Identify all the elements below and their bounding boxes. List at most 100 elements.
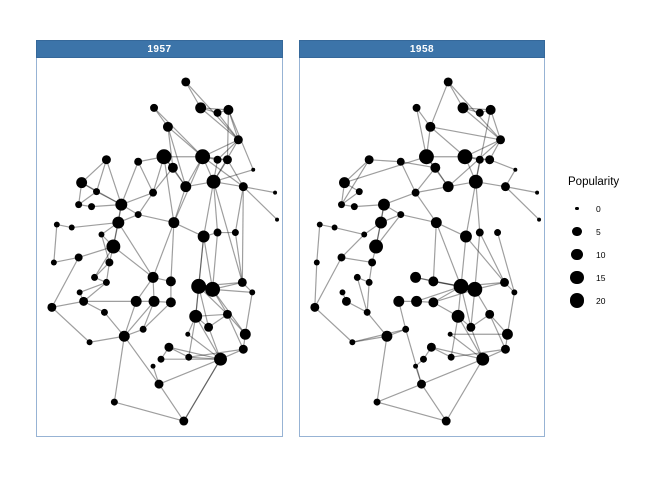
network-node [68, 224, 75, 231]
network-edge [167, 126, 174, 168]
network-node [100, 308, 108, 316]
network-node [447, 331, 453, 337]
network-edge [188, 316, 197, 358]
network-edge [241, 186, 244, 283]
network-node [375, 216, 387, 229]
network-node [238, 344, 248, 354]
legend-size-dot-icon [570, 270, 584, 285]
network-edge [451, 348, 506, 358]
network-node [180, 181, 192, 193]
network-node [475, 108, 484, 117]
network-edge [226, 109, 230, 160]
network-node [426, 342, 436, 352]
network-edge [78, 191, 97, 206]
network-edge [475, 109, 492, 182]
network-edge [431, 346, 483, 360]
network-edge [449, 333, 484, 360]
network-node [110, 398, 118, 406]
network-edge [462, 107, 501, 141]
network-edge [81, 182, 122, 206]
network-edge [217, 139, 239, 161]
network-edge [158, 383, 185, 422]
network-edge [142, 301, 172, 330]
network-edge [51, 306, 90, 343]
network-node [75, 201, 83, 209]
legend-key-dot [568, 223, 586, 241]
network-node [430, 217, 442, 229]
network-edge [356, 277, 368, 313]
network-node [239, 328, 251, 340]
network-node [475, 228, 484, 237]
network-node [53, 221, 60, 228]
network-edge [400, 161, 436, 169]
network-node [222, 309, 232, 319]
network-edge [81, 159, 107, 184]
network-edge [490, 109, 502, 140]
network-edge [352, 328, 406, 343]
network-edge [83, 281, 107, 302]
network-edge [226, 159, 244, 187]
network-node [91, 273, 99, 281]
network-edge [447, 81, 501, 141]
network-edge [123, 335, 160, 385]
network-node [310, 302, 320, 312]
panel-1957 [36, 58, 283, 437]
network-node [76, 177, 88, 189]
network-node [363, 308, 371, 316]
network-node [339, 177, 350, 189]
network-node [134, 157, 143, 166]
facet-1957: 1957 [36, 40, 283, 437]
facet-1958: 1958 [299, 40, 545, 437]
network-node [443, 77, 453, 87]
network-edge [188, 348, 244, 358]
network-edge [341, 191, 360, 206]
network-node [396, 157, 405, 166]
network-node [237, 277, 247, 287]
network-node [149, 188, 158, 197]
network-node [130, 295, 142, 307]
network-node [419, 149, 434, 165]
network-node [273, 190, 278, 195]
network-edge [497, 232, 515, 293]
network-node [156, 149, 172, 165]
network-edge [173, 186, 187, 223]
network-node [502, 328, 513, 340]
network-edge [465, 181, 477, 237]
network-edge [341, 256, 373, 264]
network-edge [185, 81, 239, 141]
network-node [148, 295, 160, 307]
network-node [373, 398, 381, 406]
network-node [76, 289, 83, 296]
network-node [457, 149, 473, 165]
network-node [213, 155, 222, 164]
facet-label-1957: 1957 [147, 44, 172, 55]
network-edge [53, 224, 58, 263]
legend-item: 15 [568, 266, 668, 289]
network-edge [447, 139, 501, 188]
network-node [102, 278, 110, 286]
network-node [425, 121, 436, 132]
network-node [231, 229, 239, 237]
network-edge [421, 383, 447, 422]
network-edge [489, 159, 516, 171]
legend-item: 10 [568, 243, 668, 266]
network-edge [430, 126, 466, 158]
network-node [368, 258, 377, 267]
network-edge [227, 109, 239, 140]
network-node [139, 325, 147, 333]
network-node [397, 211, 405, 219]
network-edge [242, 186, 278, 221]
network-node [50, 259, 57, 266]
network-edge [187, 333, 221, 360]
network-node [185, 331, 191, 337]
network-node [402, 325, 410, 333]
network-edge [415, 192, 437, 223]
legend-item-label: 0 [596, 203, 601, 214]
network-node [195, 149, 211, 165]
network-node [86, 339, 93, 346]
network-node [181, 77, 191, 87]
network-node [417, 379, 426, 389]
network-edge [429, 81, 449, 128]
network-node [275, 217, 280, 222]
